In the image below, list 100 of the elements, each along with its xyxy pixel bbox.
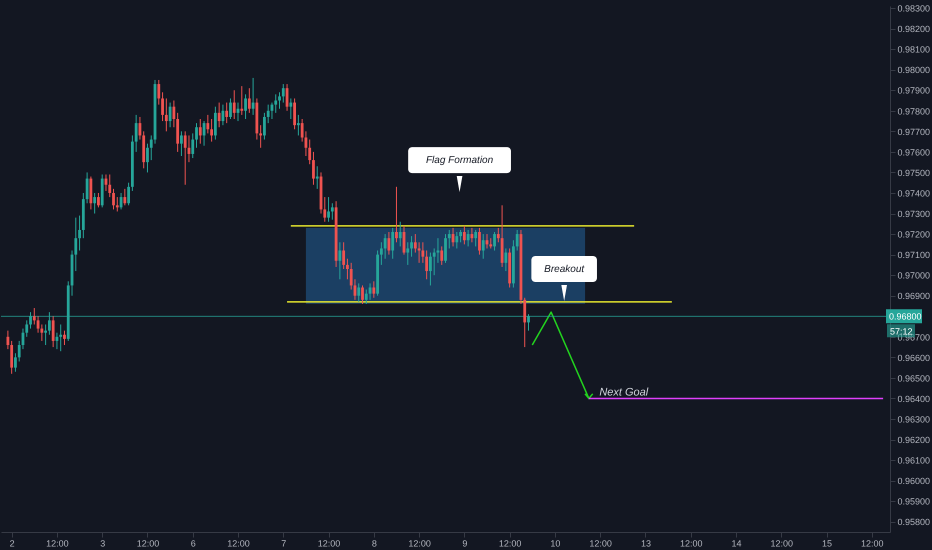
candlestick	[191, 132, 194, 159]
candlestick	[229, 98, 232, 120]
annotation: Next Goal	[599, 386, 649, 399]
candlestick	[436, 238, 440, 264]
candlestick	[368, 282, 372, 300]
y-tick-label: 0.96300	[898, 414, 930, 424]
candlestick	[478, 227, 481, 256]
x-tick-label: 12:00	[227, 538, 250, 548]
x-tick-label: 8	[372, 538, 377, 548]
x-tick-label: 12:00	[408, 538, 431, 548]
candlestick	[97, 192, 100, 208]
candlestick	[222, 104, 224, 126]
y-tick-label: 0.96600	[898, 352, 930, 363]
annotation: Breakout	[544, 264, 586, 275]
candlestick	[293, 98, 296, 130]
candlestick	[232, 90, 236, 120]
y-tick-label: 0.97300	[898, 209, 930, 220]
candlestick	[120, 192, 122, 210]
candlestick	[44, 324, 48, 346]
candlestick	[361, 284, 364, 304]
x-tick-label: 14	[731, 538, 742, 548]
candlestick	[123, 188, 126, 206]
y-tick-label: 0.97800	[898, 106, 930, 116]
ref-line-label: 0.96800	[889, 311, 922, 322]
x-tick-label: 9	[462, 538, 468, 548]
y-tick-label: 0.98300	[898, 4, 930, 14]
x-tick-label: 3	[100, 538, 106, 548]
y-tick-label: 0.98100	[898, 44, 930, 55]
y-tick-label: 0.97000	[898, 270, 930, 281]
y-tick-label: 0.96100	[898, 456, 930, 466]
y-tick-label: 0.97700	[898, 126, 930, 137]
y-tick-label: 0.96500	[898, 373, 930, 384]
x-tick-label: 7	[281, 538, 286, 548]
candlestick	[296, 114, 300, 136]
y-tick-label: 0.98200	[898, 24, 930, 34]
candlestick	[244, 94, 247, 120]
candlestick	[127, 182, 130, 206]
candlestick	[327, 196, 330, 222]
candlestick	[93, 192, 96, 214]
y-tick-label: 0.96200	[898, 435, 930, 446]
x-tick-label: 12:00	[770, 538, 794, 548]
x-tick-label: 12:00	[318, 538, 340, 548]
candlestick	[444, 234, 447, 264]
y-tick-label: 0.97600	[898, 147, 930, 158]
candlestick	[282, 84, 285, 104]
y-tick-label: 0.95800	[898, 517, 930, 528]
candlestick	[486, 234, 488, 249]
candlestick	[493, 232, 496, 252]
candlestick	[210, 118, 214, 142]
y-tick-label: 0.96000	[898, 476, 930, 486]
candlestick	[188, 134, 190, 163]
candlestick	[236, 102, 240, 122]
candlestick	[74, 217, 78, 272]
candlestick	[354, 278, 356, 300]
candlestick	[168, 102, 172, 128]
candlestick	[462, 225, 466, 245]
candlestick	[402, 225, 406, 256]
x-tick-label: 6	[190, 538, 196, 548]
y-tick-label: 0.97900	[898, 86, 930, 96]
candlestick	[342, 242, 346, 270]
x-tick-label: 12:00	[136, 538, 160, 548]
candlestick	[286, 84, 288, 112]
y-tick-label: 0.97500	[898, 168, 930, 178]
candlestick	[440, 246, 444, 266]
candlestick	[214, 106, 217, 140]
candlestick	[300, 118, 304, 142]
candlestick	[429, 252, 432, 286]
candlestick	[364, 289, 368, 304]
y-tick-label: 0.97400	[898, 188, 930, 198]
candlestick	[466, 229, 470, 247]
candlestick	[395, 186, 398, 243]
x-tick-label: 12:00	[589, 538, 612, 548]
candlestick	[218, 102, 221, 128]
candlestick	[504, 248, 508, 272]
candlestick	[240, 86, 244, 116]
x-tick-label: 2	[10, 538, 15, 548]
candlestick	[184, 130, 187, 186]
candlestick	[202, 120, 206, 146]
y-tick-label: 0.96400	[898, 394, 930, 404]
y-tick-label: 0.97100	[898, 250, 930, 260]
candlestick	[63, 330, 66, 346]
candlestick	[350, 262, 353, 290]
candlestick	[206, 114, 210, 134]
candlestick	[455, 232, 458, 249]
y-tick-label: 0.96900	[898, 291, 930, 302]
candlestick	[112, 188, 115, 210]
candlestick	[452, 227, 454, 247]
x-tick-label: 12:00	[861, 538, 884, 548]
candlestick	[278, 92, 281, 110]
x-tick-label: 13	[640, 538, 651, 548]
annotation: Flag Formation	[426, 155, 494, 166]
y-tick-label: 0.97200	[898, 230, 930, 240]
candlestick	[150, 134, 153, 161]
candlestick	[195, 122, 198, 148]
candlestick	[388, 232, 390, 256]
x-tick-label: 12:00	[498, 538, 522, 548]
x-tick-label: 12:00	[680, 538, 702, 548]
candlestick	[180, 130, 183, 156]
candlestick	[312, 151, 315, 186]
y-tick-label: 0.98000	[898, 65, 930, 76]
